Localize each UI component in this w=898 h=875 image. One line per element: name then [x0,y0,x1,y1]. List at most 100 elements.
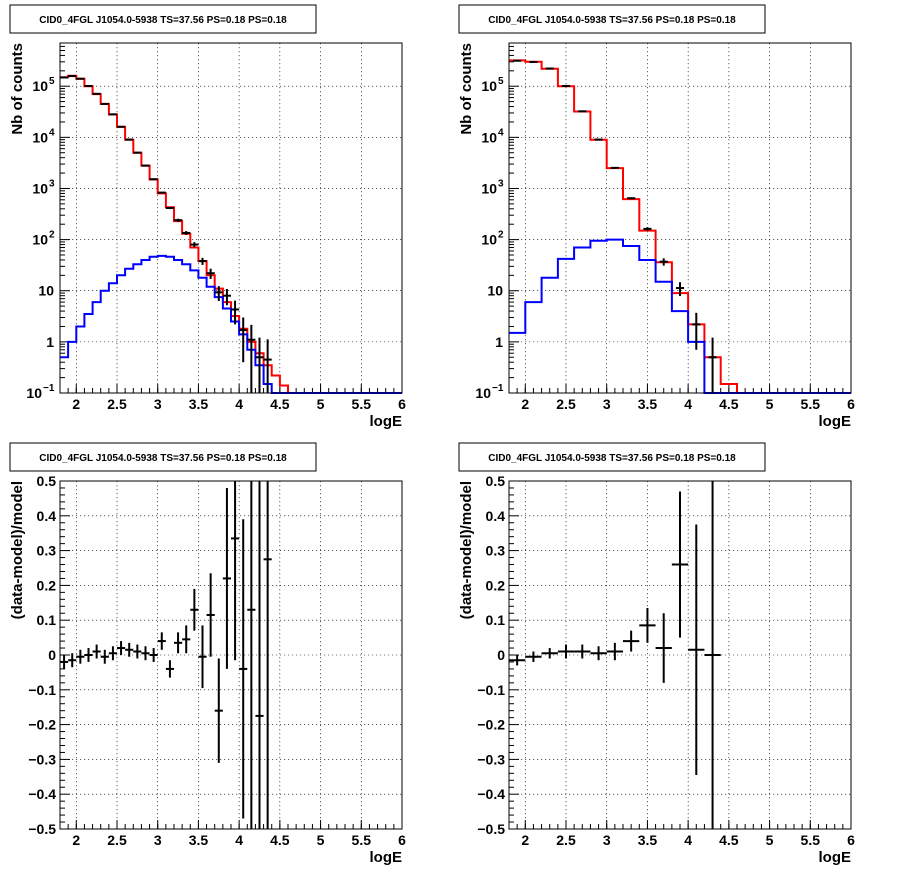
y-tick-label: 10 [481,180,497,196]
data-point [117,641,126,655]
y-tick-label: −0.2 [477,717,505,733]
plot-frame [59,42,403,394]
x-tick-label: 5 [766,396,774,412]
x-tick-label: 5.5 [352,832,372,848]
model-source-series [60,254,402,394]
data-point [165,206,174,210]
y-tick-label: 10 [32,232,48,248]
y-tick-label: −0.1 [28,682,56,698]
data-point [263,481,272,829]
model-total-series [60,74,402,394]
data-point [671,491,689,638]
y-tick-label: 0.4 [486,508,506,524]
y-tick-exponent: −1 [43,383,55,394]
x-tick-label: 3 [154,396,162,412]
data-point [182,231,191,236]
x-tick-label: 2 [521,396,529,412]
data-point [231,300,240,325]
data-point [688,524,705,776]
x-tick-label: 3 [154,832,162,848]
y-tick-label: −0.4 [28,786,56,802]
y-tick-label: 10 [38,283,54,299]
data-point [255,337,264,393]
data-point [76,649,85,664]
data-point [125,642,134,657]
y-tick-label: 0.5 [486,473,506,489]
y-tick-label: 10 [487,283,503,299]
data-point [692,312,701,350]
x-tick-label: 6 [847,396,855,412]
data-point [610,166,619,169]
data-point [708,337,717,393]
y-tick-label: 0.2 [37,577,57,593]
y-axis-title: Nb of counts [9,43,26,135]
y-tick-label: 10 [26,385,42,401]
y-tick-label: 1 [46,334,54,350]
data-point [239,519,248,819]
y-tick-exponent: 5 [49,76,55,87]
data-point [157,632,166,650]
data-point [60,655,69,669]
x-tick-label: 4.5 [719,396,739,412]
chart-panel-residuals-left: CID0_4FGL J1054.0-5938 TS=37.56 PS=0.18 … [9,442,406,866]
y-tick-label: 10 [32,129,48,145]
data-point [149,178,158,181]
title-box [9,4,317,34]
title-box [458,4,766,34]
data-point [133,644,142,659]
x-tick-label: 4.5 [719,832,739,848]
data-point [643,227,652,231]
data-point [68,653,77,668]
data-point [659,258,668,266]
x-tick-label: 3.5 [189,396,209,412]
data-point [255,481,264,829]
y-tick-exponent: 2 [49,230,55,241]
y-tick-label: 0 [48,647,56,663]
x-tick-label: 6 [398,832,406,848]
y-tick-label: −0.3 [28,751,56,767]
data-point [214,658,223,763]
chart-panel-counts-right: CID0_4FGL J1054.0-5938 TS=37.56 PS=0.18 … [458,4,855,430]
data-point [541,648,558,659]
x-tick-label: 2.5 [556,396,576,412]
data-point [606,642,623,661]
y-tick-exponent: 2 [498,230,504,241]
data-point [574,644,591,659]
x-tick-label: 3.5 [189,832,209,848]
x-tick-label: 3.5 [638,832,658,848]
chart-title: CID0_4FGL J1054.0-5938 TS=37.56 PS=0.18 … [488,453,736,464]
y-axis-title: (data-model)/model [458,481,475,619]
y-tick-label: −0.3 [477,751,505,767]
x-tick-label: 3.5 [638,396,658,412]
data-point [590,646,607,661]
data-point [704,481,721,829]
x-tick-label: 4 [684,832,692,848]
y-tick-label: 0.3 [37,543,57,559]
x-tick-label: 6 [847,832,855,848]
data-point [525,651,542,662]
data-point [263,339,272,393]
data-point [190,242,199,248]
y-axis-title: (data-model)/model [9,481,26,619]
data-point [655,613,672,683]
y-tick-exponent: 5 [498,76,504,87]
y-tick-label: 10 [481,78,497,94]
model-total-series [509,59,851,394]
y-tick-label: −0.4 [477,786,505,802]
x-tick-label: 3 [603,396,611,412]
model-source-series [509,238,851,394]
x-tick-label: 5 [317,832,325,848]
y-tick-label: 10 [32,78,48,94]
y-tick-exponent: −1 [492,383,504,394]
data-point [141,164,150,167]
chart-title: CID0_4FGL J1054.0-5938 TS=37.56 PS=0.18 … [39,453,287,464]
data-point [627,197,636,200]
y-tick-label: 0.2 [486,577,506,593]
y-tick-label: 0.1 [37,612,57,628]
x-axis-title: logE [819,849,852,866]
data-point [239,317,248,363]
x-tick-label: 5 [766,832,774,848]
data-point [165,660,174,678]
x-tick-label: 6 [398,396,406,412]
